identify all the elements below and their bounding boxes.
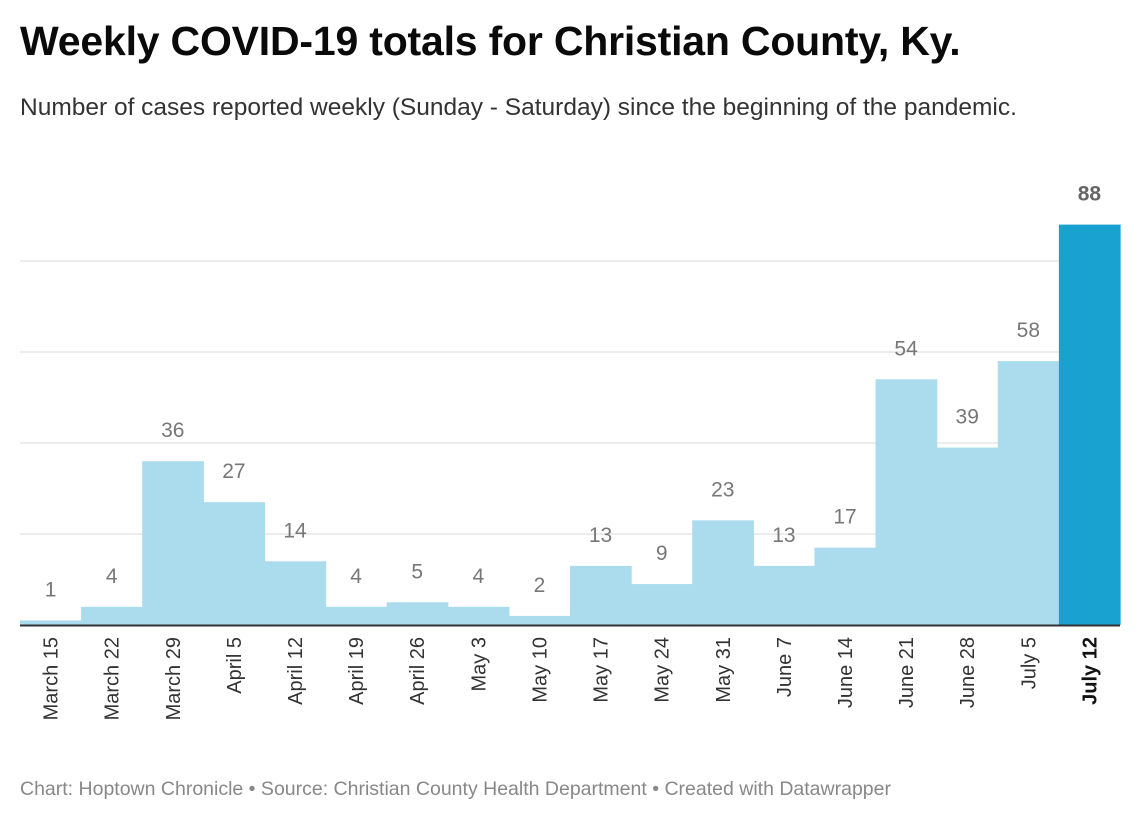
- bar-value-label: 88: [1078, 183, 1102, 206]
- chart-footer-credit: Chart: Hoptown Chronicle • Source: Chris…: [20, 778, 891, 800]
- chart-subtitle: Number of cases reported weekly (Sunday …: [20, 94, 1017, 121]
- bar-value-label: 14: [283, 519, 307, 542]
- bar-value-label: 27: [222, 460, 245, 483]
- bar: [81, 606, 143, 625]
- bar-value-label: 17: [833, 506, 856, 529]
- bar-value-label: 9: [656, 542, 668, 565]
- x-tick-label: April 12: [285, 637, 307, 705]
- x-tick-label: April 26: [407, 637, 429, 705]
- x-tick-label: March 29: [163, 637, 185, 720]
- bar: [570, 565, 632, 625]
- bar-value-label: 13: [772, 524, 795, 547]
- x-tick-label: March 22: [102, 637, 124, 720]
- bar: [692, 520, 754, 625]
- bar-value-label: 23: [711, 478, 734, 501]
- x-tick-label: July 12: [1079, 637, 1101, 705]
- x-tick-label: May 24: [652, 637, 674, 703]
- x-tick-label: June 7: [774, 637, 796, 697]
- bar-value-label: 36: [161, 419, 184, 442]
- x-tick-label: April 19: [346, 637, 368, 705]
- bar: [447, 606, 510, 625]
- bar-value-label: 5: [411, 560, 423, 583]
- chart-title: Weekly COVID-19 totals for Christian Cou…: [20, 18, 961, 64]
- bar: [325, 606, 388, 625]
- bar: [631, 584, 693, 625]
- bar: [20, 620, 82, 625]
- x-tick-label: May 17: [591, 637, 613, 703]
- bar-value-label: 2: [534, 574, 546, 597]
- x-tick-label: May 10: [529, 637, 551, 703]
- x-axis-tick-labels: March 15 March 22 March 29 April 5 April 12 A…: [41, 637, 1102, 720]
- bar-value-label: 4: [106, 565, 118, 588]
- bar: [936, 447, 999, 625]
- bar-value-label: 1: [45, 578, 57, 601]
- x-tick-label: March 15: [41, 637, 63, 720]
- x-tick-label: June 21: [896, 637, 918, 708]
- bar: [508, 615, 571, 625]
- bar: [997, 361, 1060, 625]
- x-tick-label: May 3: [468, 637, 490, 691]
- bar-value-label: 58: [1017, 319, 1040, 342]
- bar-value-label: 13: [589, 524, 612, 547]
- bar: [1058, 224, 1121, 625]
- bar-value-label: 39: [956, 406, 979, 429]
- bar: [814, 547, 877, 625]
- bar-value-label: 4: [472, 565, 484, 588]
- x-tick-label: June 28: [957, 637, 979, 708]
- x-tick-label: July 5: [1018, 637, 1040, 689]
- bar-value-label: 54: [894, 337, 918, 360]
- bar: [264, 561, 327, 625]
- bars: [20, 224, 1121, 625]
- bar: [142, 461, 204, 625]
- x-tick-label: May 31: [713, 637, 735, 703]
- bar: [753, 565, 816, 625]
- bar: [386, 602, 449, 625]
- bar-value-label: 4: [350, 565, 362, 588]
- bar: [203, 502, 266, 625]
- x-tick-label: April 5: [224, 637, 246, 694]
- bar: [875, 379, 938, 625]
- x-tick-label: June 14: [835, 637, 857, 708]
